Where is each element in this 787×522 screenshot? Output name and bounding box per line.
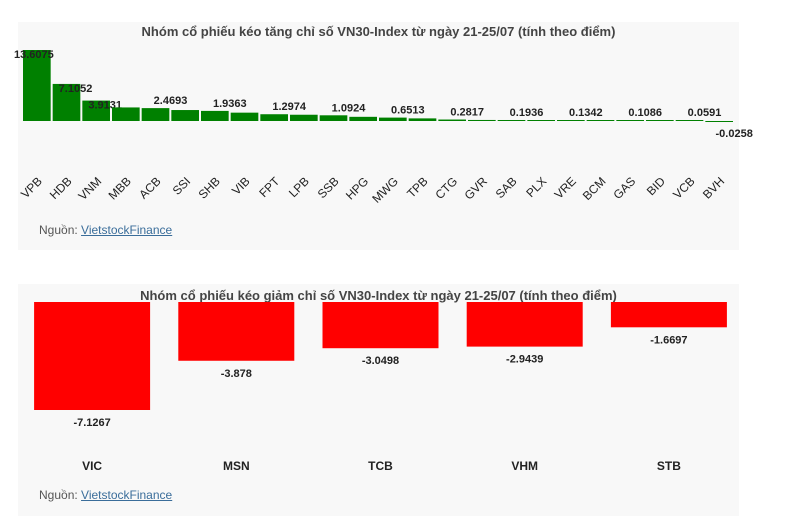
data-label: 2.4693 (154, 95, 188, 107)
bar-tpb (408, 118, 437, 121)
data-label: 1.0924 (332, 102, 367, 114)
source-link[interactable]: VietstockFinance (81, 488, 173, 502)
bar-bcm (586, 120, 615, 121)
data-label: 0.0591 (688, 107, 722, 119)
category-label: TCB (368, 459, 393, 473)
bar-acb (141, 108, 170, 121)
data-label: 13.6075 (14, 49, 54, 61)
category-label: SHB (196, 174, 223, 201)
chart-panel-losers: Nhóm cổ phiếu kéo giảm chỉ số VN30-Index… (18, 284, 739, 516)
data-label: -7.1267 (73, 417, 110, 429)
data-label: -3.878 (221, 368, 252, 380)
data-label: 7.1052 (59, 83, 93, 95)
bar-shb (201, 110, 229, 121)
bar-fpt (260, 114, 288, 121)
source-line: Nguồn: VietstockFinance (39, 223, 172, 237)
bar-ssb (319, 115, 348, 121)
bar-vpb (23, 50, 51, 121)
bar-gvr (468, 119, 496, 121)
category-label: HDB (47, 174, 75, 202)
category-label: TPB (404, 174, 430, 200)
category-label: VHM (511, 459, 538, 473)
category-label: SAB (493, 174, 520, 201)
bar-ssi (171, 110, 199, 121)
chart-title: Nhóm cổ phiếu kéo tăng chỉ số VN30-Index… (141, 24, 616, 39)
bar-msn (178, 302, 295, 361)
category-label: GVR (462, 174, 491, 203)
category-label: FPT (256, 174, 282, 200)
data-label: 0.1936 (510, 107, 544, 119)
category-label: LPB (286, 174, 312, 200)
category-label: GAS (610, 174, 638, 202)
category-label: MWG (369, 174, 401, 206)
bar-ctg (438, 119, 466, 121)
category-label: PLX (523, 174, 549, 200)
bar-vcb (675, 120, 704, 121)
bar-plx (527, 120, 555, 121)
data-label: -3.0498 (362, 355, 399, 367)
category-label: VNM (76, 174, 105, 203)
bar-sab (497, 119, 526, 121)
data-label: -0.0258 (716, 128, 753, 140)
source-link[interactable]: VietstockFinance (81, 223, 173, 237)
bar-vre (557, 120, 585, 121)
category-label: SSI (170, 174, 194, 198)
category-label: MSN (223, 459, 250, 473)
bar-stb (610, 302, 727, 328)
category-label: VRE (552, 174, 579, 201)
bar-bid (646, 120, 674, 121)
chart-panel-gainers: Nhóm cổ phiếu kéo tăng chỉ số VN30-Index… (14, 22, 753, 250)
category-label: HPG (343, 174, 371, 202)
category-label: MBB (106, 174, 134, 202)
category-label: ACB (136, 174, 163, 201)
bar-hpg (349, 116, 377, 121)
category-label: BVH (700, 174, 727, 201)
bar-bvh (705, 121, 733, 122)
data-label: -1.6697 (650, 334, 687, 346)
category-label: VCB (670, 174, 697, 201)
source-label: Nguồn: (39, 488, 78, 502)
data-label: 1.9363 (213, 98, 247, 110)
category-label: CTG (432, 174, 460, 202)
bar-gas (616, 120, 644, 121)
bar-vnm (82, 100, 110, 121)
category-label: BCM (580, 174, 609, 203)
bar-hdb (52, 83, 81, 121)
category-label: VPB (18, 174, 45, 201)
data-label: -2.9439 (506, 354, 543, 366)
category-label: VIB (229, 174, 253, 198)
bar-lpb (290, 114, 318, 121)
data-label: 0.1086 (628, 107, 662, 119)
bar-mwg (379, 117, 407, 121)
bar-vib (230, 112, 259, 121)
category-label: VIC (82, 459, 102, 473)
chart-title: Nhóm cổ phiếu kéo giảm chỉ số VN30-Index… (140, 288, 617, 303)
category-label: BID (644, 174, 668, 198)
category-label: STB (657, 459, 681, 473)
source-label: Nguồn: (39, 223, 78, 237)
bar-vic (34, 302, 151, 410)
bar-tcb (322, 302, 439, 349)
data-label: 0.1342 (569, 107, 603, 119)
source-line: Nguồn: VietstockFinance (39, 488, 172, 502)
bar-mbb (112, 107, 140, 121)
category-label: SSB (315, 174, 342, 201)
losers-bar-chart: -7.1267 VIC -3.878 MSN -3.0498 TCB -2.9439 VHM -… (34, 302, 727, 473)
data-label: 0.2817 (450, 107, 484, 119)
data-label: 0.6513 (391, 105, 425, 117)
bar-vhm (466, 302, 583, 347)
data-label: 1.2974 (272, 101, 307, 113)
